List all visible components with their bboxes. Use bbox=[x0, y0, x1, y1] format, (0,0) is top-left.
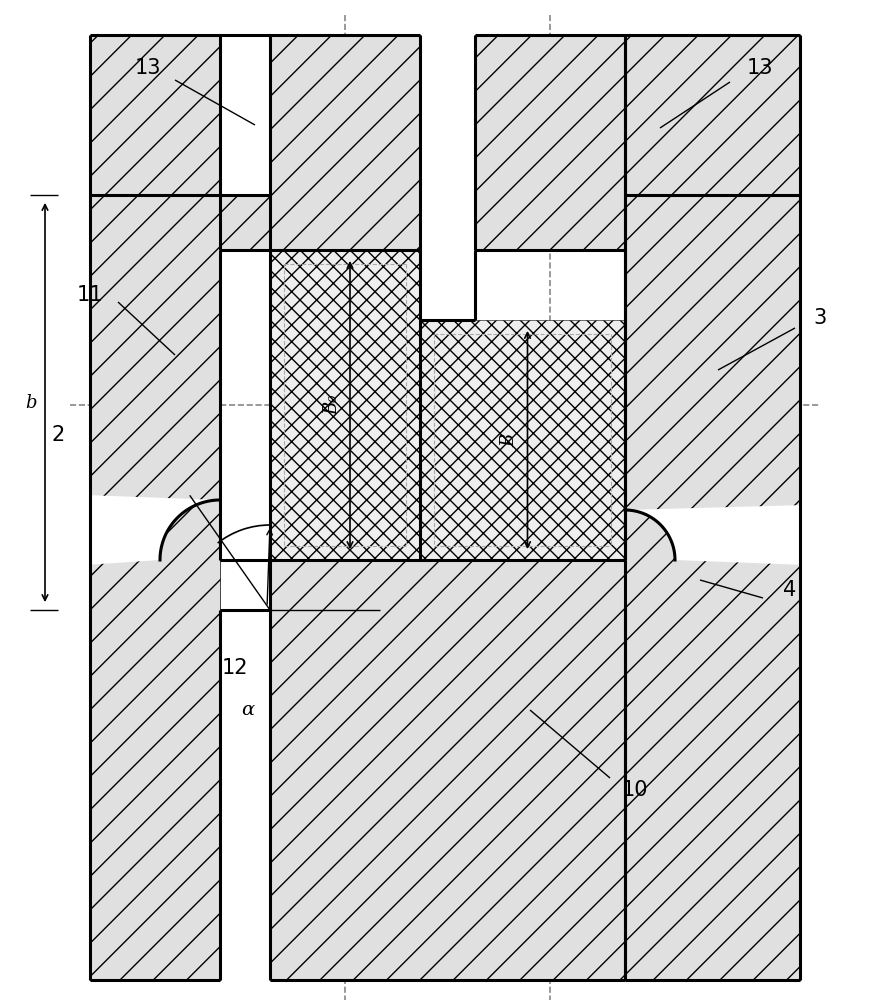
Text: α: α bbox=[242, 701, 254, 719]
Polygon shape bbox=[270, 250, 420, 560]
Text: 11: 11 bbox=[77, 285, 104, 305]
Polygon shape bbox=[90, 195, 220, 980]
Polygon shape bbox=[270, 35, 420, 250]
Text: 13: 13 bbox=[135, 58, 161, 78]
Polygon shape bbox=[420, 320, 625, 560]
Polygon shape bbox=[625, 35, 800, 250]
Text: 10: 10 bbox=[622, 780, 649, 800]
Polygon shape bbox=[625, 195, 800, 980]
Polygon shape bbox=[85, 495, 220, 565]
Text: b: b bbox=[25, 393, 36, 412]
Text: 3: 3 bbox=[813, 308, 827, 328]
Text: 13: 13 bbox=[747, 58, 773, 78]
Polygon shape bbox=[625, 505, 805, 565]
Text: 2: 2 bbox=[51, 425, 65, 445]
Text: 4: 4 bbox=[783, 580, 797, 600]
Text: B: B bbox=[501, 433, 518, 447]
Polygon shape bbox=[90, 35, 270, 250]
Polygon shape bbox=[270, 560, 625, 980]
Polygon shape bbox=[475, 35, 625, 250]
Text: B₀: B₀ bbox=[323, 395, 341, 415]
Text: 12: 12 bbox=[222, 658, 248, 678]
